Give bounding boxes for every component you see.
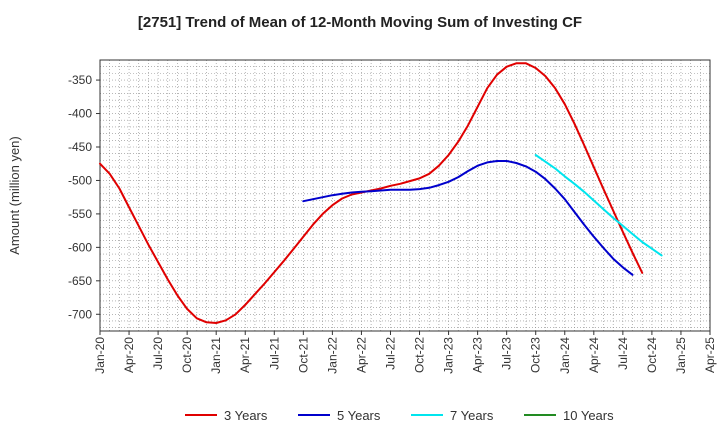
- x-tick-label: Jul-22: [383, 337, 397, 370]
- legend-label: 5 Years: [337, 408, 381, 423]
- x-tick-label: Jul-24: [616, 337, 630, 370]
- x-tick-label: Apr-22: [354, 337, 368, 373]
- x-tick-label: Jul-20: [151, 337, 165, 370]
- x-tick-label: Oct-22: [413, 337, 427, 373]
- x-tick-label: Oct-20: [180, 337, 194, 373]
- x-tick-label: Jul-23: [500, 337, 514, 370]
- x-tick-label: Jan-20: [93, 337, 107, 374]
- x-tick-label: Jan-21: [209, 337, 223, 374]
- series-line-7-years: [534, 154, 663, 257]
- y-tick-label: -700: [68, 307, 92, 321]
- x-tick-label: Oct-24: [645, 337, 659, 373]
- series-line-5-years: [302, 160, 634, 276]
- y-axis: -350 -400 -450 -500 -550 -600 -650 -700: [68, 73, 100, 321]
- y-tick-label: -650: [68, 274, 92, 288]
- x-tick-label: Apr-25: [703, 337, 717, 373]
- legend: 3 Years 5 Years 7 Years 10 Years: [185, 408, 614, 423]
- y-tick-label: -600: [68, 240, 92, 254]
- x-tick-label: Jan-23: [442, 337, 456, 374]
- y-tick-label: -350: [68, 73, 92, 87]
- x-tick-label: Jul-21: [267, 337, 281, 370]
- x-tick-label: Apr-24: [587, 337, 601, 373]
- x-axis: Jan-20 Apr-20 Jul-20 Oct-20 Jan-21 Apr-21 Jul-…: [93, 331, 717, 374]
- x-tick-label: Jan-24: [558, 337, 572, 374]
- y-tick-label: -450: [68, 140, 92, 154]
- grid-lines: [100, 59, 710, 331]
- legend-label: 10 Years: [563, 408, 614, 423]
- x-tick-label: Oct-23: [529, 337, 543, 373]
- x-tick-label: Oct-21: [296, 337, 310, 373]
- y-tick-label: -400: [68, 107, 92, 121]
- plot-border: [99, 59, 711, 332]
- legend-label: 3 Years: [224, 408, 268, 423]
- plot-area: [100, 60, 710, 331]
- y-axis-label: Amount (million yen): [7, 136, 22, 255]
- y-tick-label: -500: [68, 173, 92, 187]
- y-tick-label: -550: [68, 207, 92, 221]
- x-tick-label: Apr-21: [238, 337, 252, 373]
- legend-label: 7 Years: [450, 408, 494, 423]
- x-tick-label: Apr-23: [471, 337, 485, 373]
- x-tick-label: Apr-20: [122, 337, 136, 373]
- x-tick-label: Jan-22: [325, 337, 339, 374]
- x-tick-label: Jan-25: [674, 337, 688, 374]
- chart-title: [2751] Trend of Mean of 12-Month Moving …: [137, 14, 583, 31]
- series-lines: [99, 62, 663, 324]
